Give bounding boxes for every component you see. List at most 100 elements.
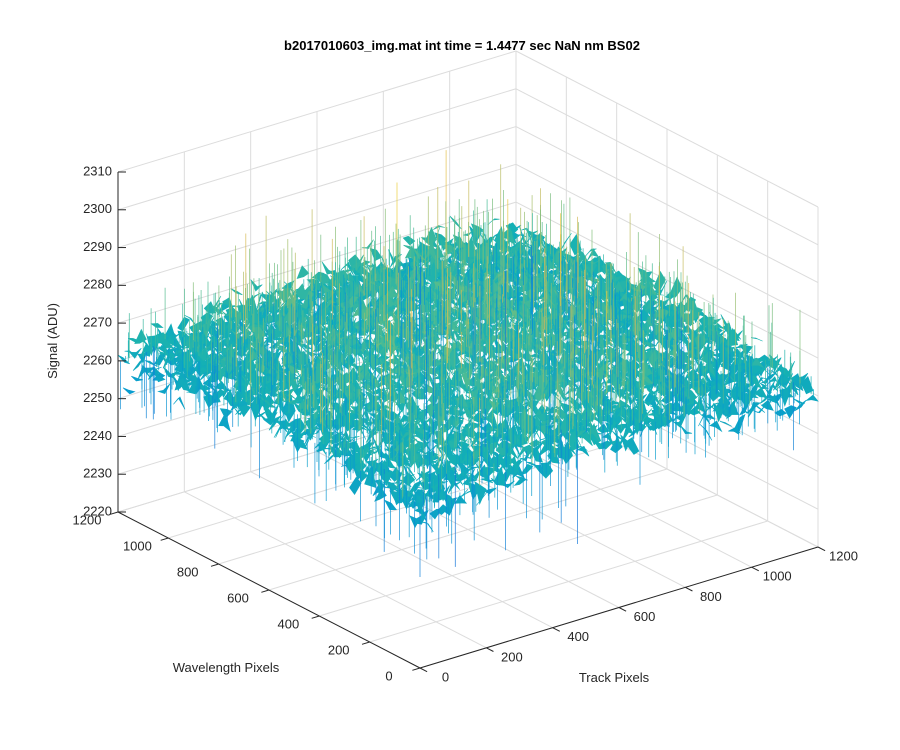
- surface-patch: [230, 288, 243, 296]
- surface-patch: [296, 265, 310, 279]
- surface-patch: [431, 454, 444, 465]
- surface-patch: [157, 383, 171, 394]
- surface-patch: [576, 445, 590, 457]
- surface-patch: [404, 463, 417, 480]
- grid-line-sidewall-z: [515, 50, 819, 208]
- surface-patch: [694, 359, 707, 381]
- surface-patch: [613, 426, 626, 446]
- grid-line-backwall-z: [117, 50, 517, 173]
- surface-patch: [685, 398, 700, 406]
- grid-line-backwall-z: [117, 163, 517, 286]
- surface-patch: [699, 424, 713, 441]
- surface-patch: [754, 387, 768, 398]
- grid-line-backwall-z: [117, 126, 517, 249]
- surface-patch: [361, 239, 374, 249]
- surface-patch: [584, 248, 597, 257]
- surface-patch: [227, 394, 242, 405]
- surface-patch: [644, 385, 657, 395]
- surface-patch: [750, 357, 764, 368]
- surface-patch: [349, 476, 362, 496]
- surface-patch: [300, 282, 313, 300]
- surface-patch: [447, 434, 460, 453]
- surface-patch: [414, 506, 427, 522]
- surface-patch: [533, 464, 547, 479]
- surface-patch: [497, 395, 510, 404]
- surface-patch: [117, 354, 130, 365]
- grid-line-floor-y: [319, 494, 718, 617]
- surface-patch: [588, 259, 601, 265]
- surface-patch: [480, 416, 493, 421]
- surface-patch: [298, 435, 312, 449]
- surface-patch: [621, 384, 634, 402]
- surface-patch: [647, 412, 659, 418]
- surface-patch: [709, 420, 723, 433]
- grid-line-sidewall-z: [515, 88, 819, 246]
- surface-patch: [447, 478, 461, 494]
- surface-patch: [174, 359, 187, 373]
- surface-patch: [194, 368, 208, 377]
- surface-patch: [483, 487, 498, 495]
- surface-patch: [216, 382, 230, 398]
- surface-patch: [454, 494, 468, 504]
- surface-patch: [421, 521, 434, 532]
- surface-patch: [409, 514, 423, 529]
- surface-patch: [424, 238, 438, 263]
- surface-patch: [127, 338, 141, 343]
- surface-patch: [719, 421, 732, 427]
- surface-patch: [768, 376, 782, 392]
- grid-line-backwall-z: [117, 88, 517, 211]
- surface-patch: [779, 365, 792, 379]
- surface-patch: [150, 323, 164, 328]
- surface: [117, 150, 819, 577]
- grid-line-sidewall-z: [515, 201, 819, 359]
- surface-patch: [593, 273, 606, 288]
- grid-line-sidewall-z: [515, 126, 819, 283]
- surface-patch: [433, 225, 445, 230]
- surface-patch: [327, 308, 340, 315]
- surface-patch: [241, 375, 254, 387]
- surface-patch: [300, 298, 314, 310]
- surface-patch: [220, 310, 233, 317]
- surface-patch: [553, 367, 566, 385]
- surface-patch: [514, 363, 528, 374]
- surface-patch: [750, 337, 763, 342]
- surface-patch: [641, 412, 655, 425]
- surface-patch: [322, 315, 335, 328]
- grid-line-sidewall-z: [515, 163, 819, 321]
- surface-patch: [238, 404, 251, 418]
- surface-patch: [524, 446, 537, 460]
- surface-patch: [351, 254, 364, 272]
- surface-patch: [290, 373, 303, 380]
- surface-patch: [586, 422, 600, 441]
- surface-patch: [250, 279, 263, 292]
- surface-patch: [586, 248, 600, 262]
- surface-patch: [129, 347, 142, 359]
- surface-patch: [621, 422, 635, 442]
- surface-patch: [184, 314, 197, 326]
- surface-patch: [706, 403, 719, 415]
- surface-patch: [799, 381, 813, 393]
- grid-line-floor-y: [268, 468, 668, 591]
- surface-patch: [173, 396, 186, 410]
- surface-patch: [461, 489, 474, 497]
- surface-patch: [371, 366, 384, 376]
- surface-patch: [640, 408, 653, 425]
- surface-patch: [646, 389, 659, 399]
- surface-patch: [169, 350, 183, 363]
- surface-patch: [152, 370, 166, 383]
- surface-patch: [160, 341, 174, 349]
- surface-patch: [642, 338, 655, 347]
- surface-patch: [356, 340, 369, 359]
- surface-patch: [218, 412, 231, 433]
- surface-patch: [520, 463, 534, 475]
- surface-patch: [317, 349, 331, 366]
- surface-patch: [600, 269, 613, 277]
- surface-patch: [122, 387, 136, 395]
- surface-patch: [139, 342, 152, 359]
- surface-patch: [219, 408, 233, 419]
- surface-patch: [717, 394, 731, 414]
- surface-patch: [805, 394, 819, 402]
- surface-patch: [487, 218, 500, 225]
- surface-patch: [258, 412, 271, 420]
